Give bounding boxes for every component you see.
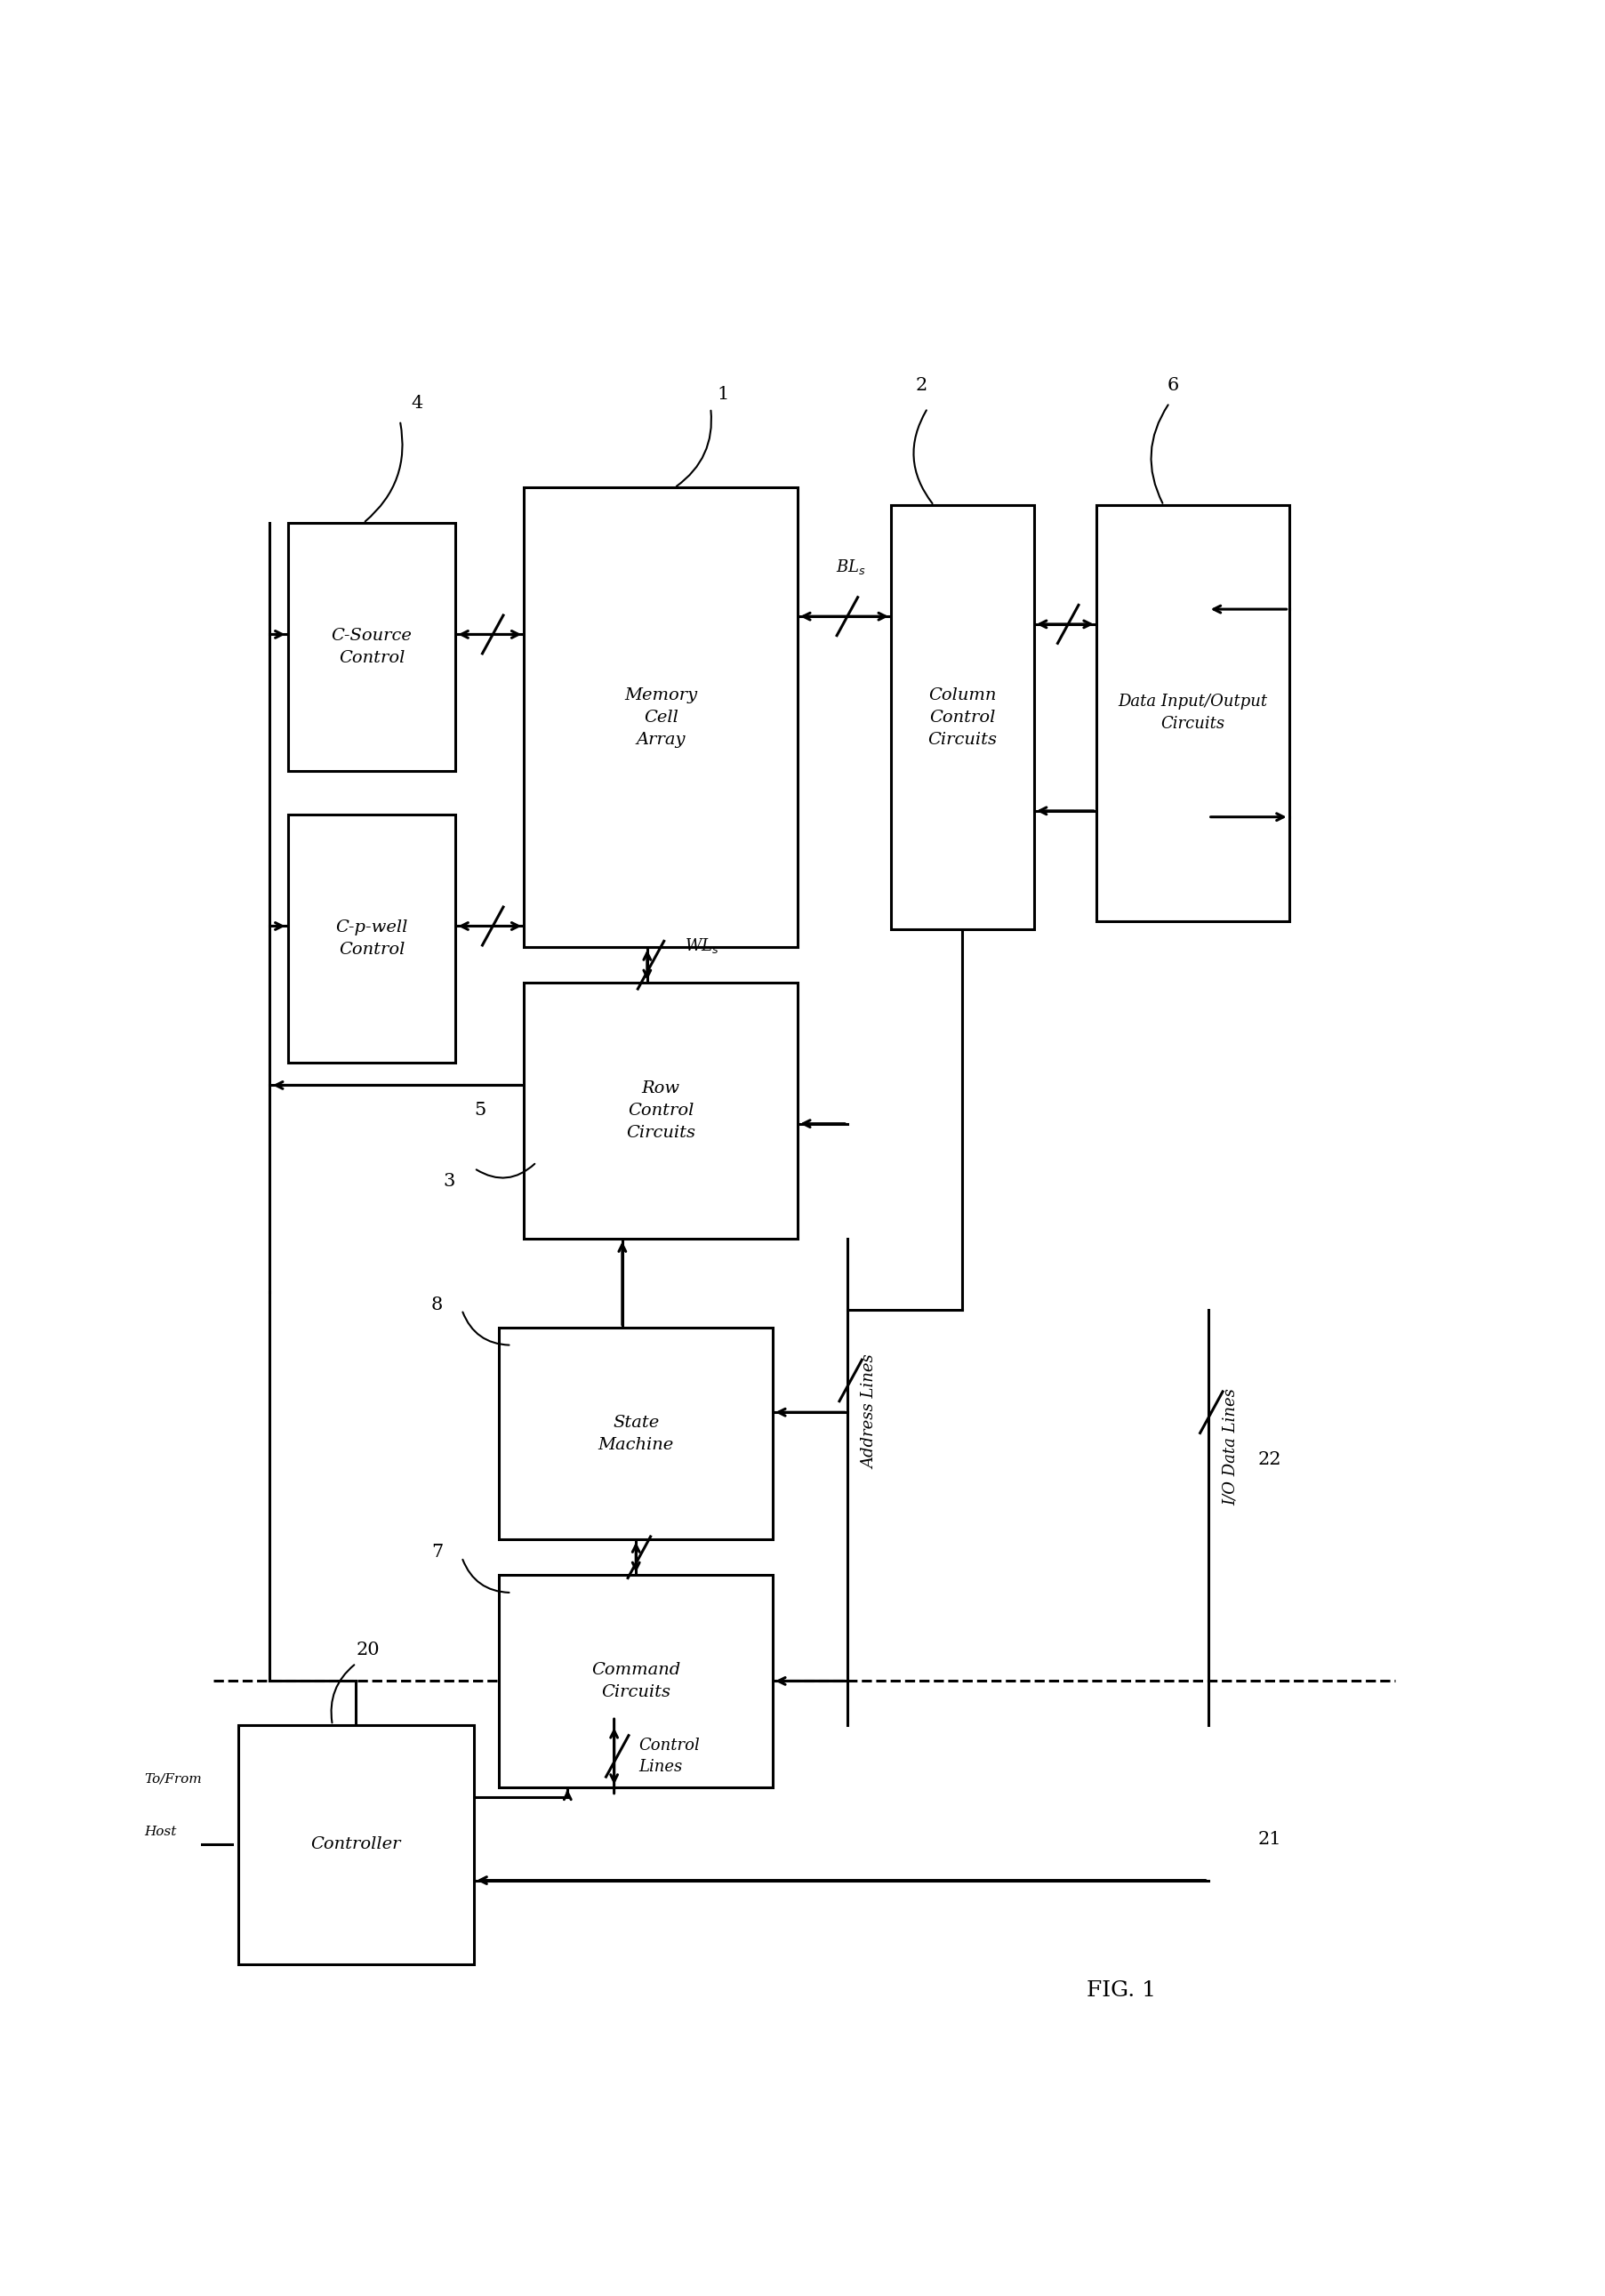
Text: Row
Control
Circuits: Row Control Circuits <box>626 1081 695 1141</box>
Text: 22: 22 <box>1258 1451 1281 1469</box>
Bar <box>1096 505 1289 921</box>
Text: 2: 2 <box>915 377 928 395</box>
Bar <box>238 1724 475 1963</box>
Text: State
Machine: State Machine <box>599 1414 674 1453</box>
Text: I/O Data Lines: I/O Data Lines <box>1223 1389 1239 1506</box>
Text: C-Source
Control: C-Source Control <box>331 627 412 666</box>
Text: Data Input/Output
Circuits: Data Input/Output Circuits <box>1117 693 1268 732</box>
Text: 20: 20 <box>356 1642 380 1658</box>
Text: BL$_s$: BL$_s$ <box>836 558 865 576</box>
Bar <box>499 1327 774 1541</box>
Text: 3: 3 <box>443 1173 456 1189</box>
Bar <box>287 523 456 771</box>
Text: WL$_s$: WL$_s$ <box>684 937 719 955</box>
Text: 7: 7 <box>432 1543 443 1561</box>
Text: Column
Control
Circuits: Column Control Circuits <box>928 687 997 748</box>
Bar <box>523 487 798 948</box>
Text: Memory
Cell
Array: Memory Cell Array <box>624 687 697 748</box>
Bar <box>499 1575 774 1786</box>
Text: To/From: To/From <box>144 1773 202 1786</box>
Text: Address Lines: Address Lines <box>862 1355 878 1469</box>
Text: FIG. 1: FIG. 1 <box>1087 1979 1156 2000</box>
Text: 5: 5 <box>475 1102 486 1118</box>
Text: 4: 4 <box>411 395 424 411</box>
Text: C-p-well
Control: C-p-well Control <box>335 918 408 957</box>
Text: Controller: Controller <box>311 1837 401 1853</box>
Text: 8: 8 <box>432 1297 443 1313</box>
Bar <box>891 505 1034 930</box>
Text: 1: 1 <box>717 386 729 402</box>
Bar <box>523 983 798 1240</box>
Text: 6: 6 <box>1167 377 1180 395</box>
Text: Control
Lines: Control Lines <box>639 1738 700 1775</box>
Text: 21: 21 <box>1258 1832 1282 1848</box>
Text: Host: Host <box>144 1825 177 1839</box>
Bar <box>287 815 456 1063</box>
Text: Command
Circuits: Command Circuits <box>591 1662 681 1699</box>
